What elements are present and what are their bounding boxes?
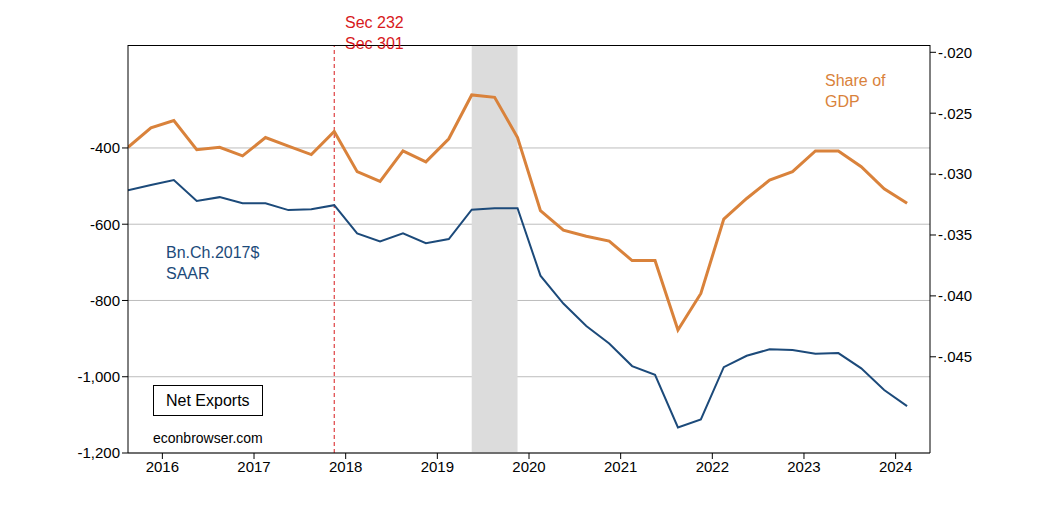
svg-text:-.020: -.020 — [938, 44, 972, 61]
svg-text:-600: -600 — [90, 216, 120, 233]
html-text:GDP: GDP — [825, 93, 860, 110]
html-text:econbrowser.com: econbrowser.com — [153, 430, 263, 446]
svg-text:-400: -400 — [90, 139, 120, 156]
svg-text:-.040: -.040 — [938, 287, 972, 304]
svg-text:2024: 2024 — [879, 458, 912, 475]
svg-text:2019: 2019 — [421, 458, 454, 475]
svg-text:2016: 2016 — [146, 458, 179, 475]
svg-text:2021: 2021 — [604, 458, 637, 475]
html-text:Sec 232: Sec 232 — [345, 14, 404, 31]
svg-text:2022: 2022 — [696, 458, 729, 475]
svg-text:2017: 2017 — [237, 458, 270, 475]
html-text:Share of: Share of — [825, 72, 886, 89]
svg-text:-1,000: -1,000 — [77, 368, 120, 385]
svg-text:2018: 2018 — [329, 458, 362, 475]
html-text:Sec 301: Sec 301 — [345, 35, 404, 52]
svg-text:-.025: -.025 — [938, 105, 972, 122]
svg-text:-.045: -.045 — [938, 348, 972, 365]
svg-text:2020: 2020 — [512, 458, 545, 475]
svg-text:-1,200: -1,200 — [77, 444, 120, 461]
html-text:Bn.Ch.2017$: Bn.Ch.2017$ — [166, 244, 260, 261]
html-text:Net Exports: Net Exports — [166, 392, 250, 409]
svg-text:-.035: -.035 — [938, 226, 972, 243]
svg-text:-800: -800 — [90, 292, 120, 309]
html-text:SAAR: SAAR — [166, 265, 210, 282]
svg-text:2023: 2023 — [787, 458, 820, 475]
svg-text:-.030: -.030 — [938, 165, 972, 182]
